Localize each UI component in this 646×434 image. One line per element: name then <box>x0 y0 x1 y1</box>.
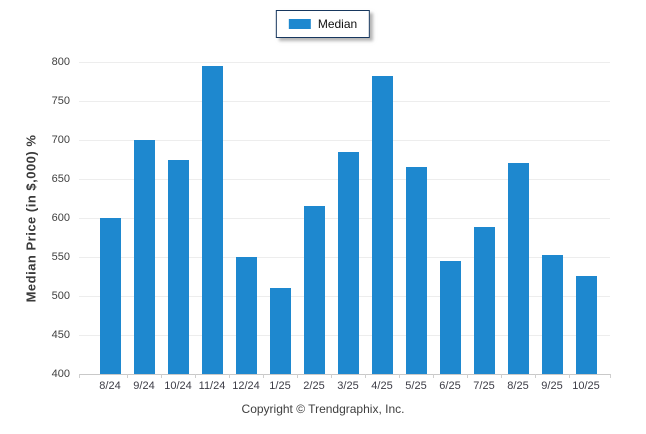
y-tick-label: 700 <box>51 134 70 146</box>
bar-9/24 <box>133 140 155 374</box>
legend[interactable]: Median <box>275 10 371 38</box>
median-series-swatch-icon <box>288 19 311 29</box>
bar-8/24 <box>99 218 121 374</box>
y-tick-label: 750 <box>51 95 70 107</box>
x-axis-tick-mark <box>263 374 264 378</box>
x-axis-tick-mark <box>467 374 468 378</box>
x-axis-tick-mark <box>501 374 502 378</box>
x-axis-tick-mark <box>535 374 536 378</box>
y-tick-label: 800 <box>51 56 70 68</box>
bar-7/25 <box>473 227 495 374</box>
x-tick-label: 12/24 <box>232 380 260 392</box>
y-tick-label: 600 <box>51 212 70 224</box>
legend-label: Median <box>317 17 358 31</box>
x-tick-label: 8/25 <box>507 380 529 392</box>
x-tick-label: 4/25 <box>371 380 393 392</box>
y-tick-label: 400 <box>51 368 70 380</box>
bar-11/24 <box>201 65 223 374</box>
y-tick-label: 450 <box>51 329 70 341</box>
x-tick-label: 11/24 <box>198 380 226 392</box>
x-tick-label: 7/25 <box>473 380 495 392</box>
gridline <box>79 140 610 141</box>
x-tick-label: 2/25 <box>303 380 325 392</box>
bar-10/25 <box>575 275 597 374</box>
x-tick-label: 9/25 <box>541 380 563 392</box>
bar-12/24 <box>235 257 257 374</box>
x-tick-label: 1/25 <box>269 380 291 392</box>
bar-2/25 <box>303 206 325 374</box>
y-tick-label: 500 <box>51 290 70 302</box>
x-axis-tick-mark <box>79 374 80 378</box>
x-axis-tick-mark <box>297 374 298 378</box>
x-tick-label: 10/25 <box>572 380 600 392</box>
bar-10/24 <box>167 159 189 374</box>
x-axis-tick-mark <box>610 374 611 378</box>
x-axis-tick-mark <box>399 374 400 378</box>
x-tick-label: 10/24 <box>164 380 192 392</box>
bar-6/25 <box>439 260 461 374</box>
x-axis-tick-mark <box>229 374 230 378</box>
y-tick-label: 650 <box>51 173 70 185</box>
x-tick-label: 6/25 <box>439 380 461 392</box>
x-axis-tick-mark <box>569 374 570 378</box>
x-axis-line <box>79 374 610 375</box>
x-tick-label: 8/24 <box>99 380 121 392</box>
copyright-text: Copyright © Trendgraphix, Inc. <box>241 402 405 416</box>
x-axis-tick-mark <box>433 374 434 378</box>
y-tick-label: 550 <box>51 251 70 263</box>
x-axis-tick-mark <box>365 374 366 378</box>
bar-5/25 <box>405 166 427 374</box>
x-tick-label: 9/24 <box>133 380 155 392</box>
x-tick-label: 3/25 <box>337 380 359 392</box>
x-axis-tick-mark <box>195 374 196 378</box>
bar-3/25 <box>337 152 359 374</box>
bar-4/25 <box>371 76 393 374</box>
gridline <box>79 101 610 102</box>
gridline <box>79 62 610 63</box>
x-axis-tick-mark <box>161 374 162 378</box>
x-tick-label: 5/25 <box>405 380 427 392</box>
y-axis-title: Median Price (in $,000) % <box>23 134 39 303</box>
x-axis-tick-mark <box>127 374 128 378</box>
plot-area <box>79 62 611 378</box>
bar-8/25 <box>507 162 529 374</box>
bar-1/25 <box>269 288 291 374</box>
bar-9/25 <box>541 255 563 374</box>
x-axis-tick-mark <box>331 374 332 378</box>
